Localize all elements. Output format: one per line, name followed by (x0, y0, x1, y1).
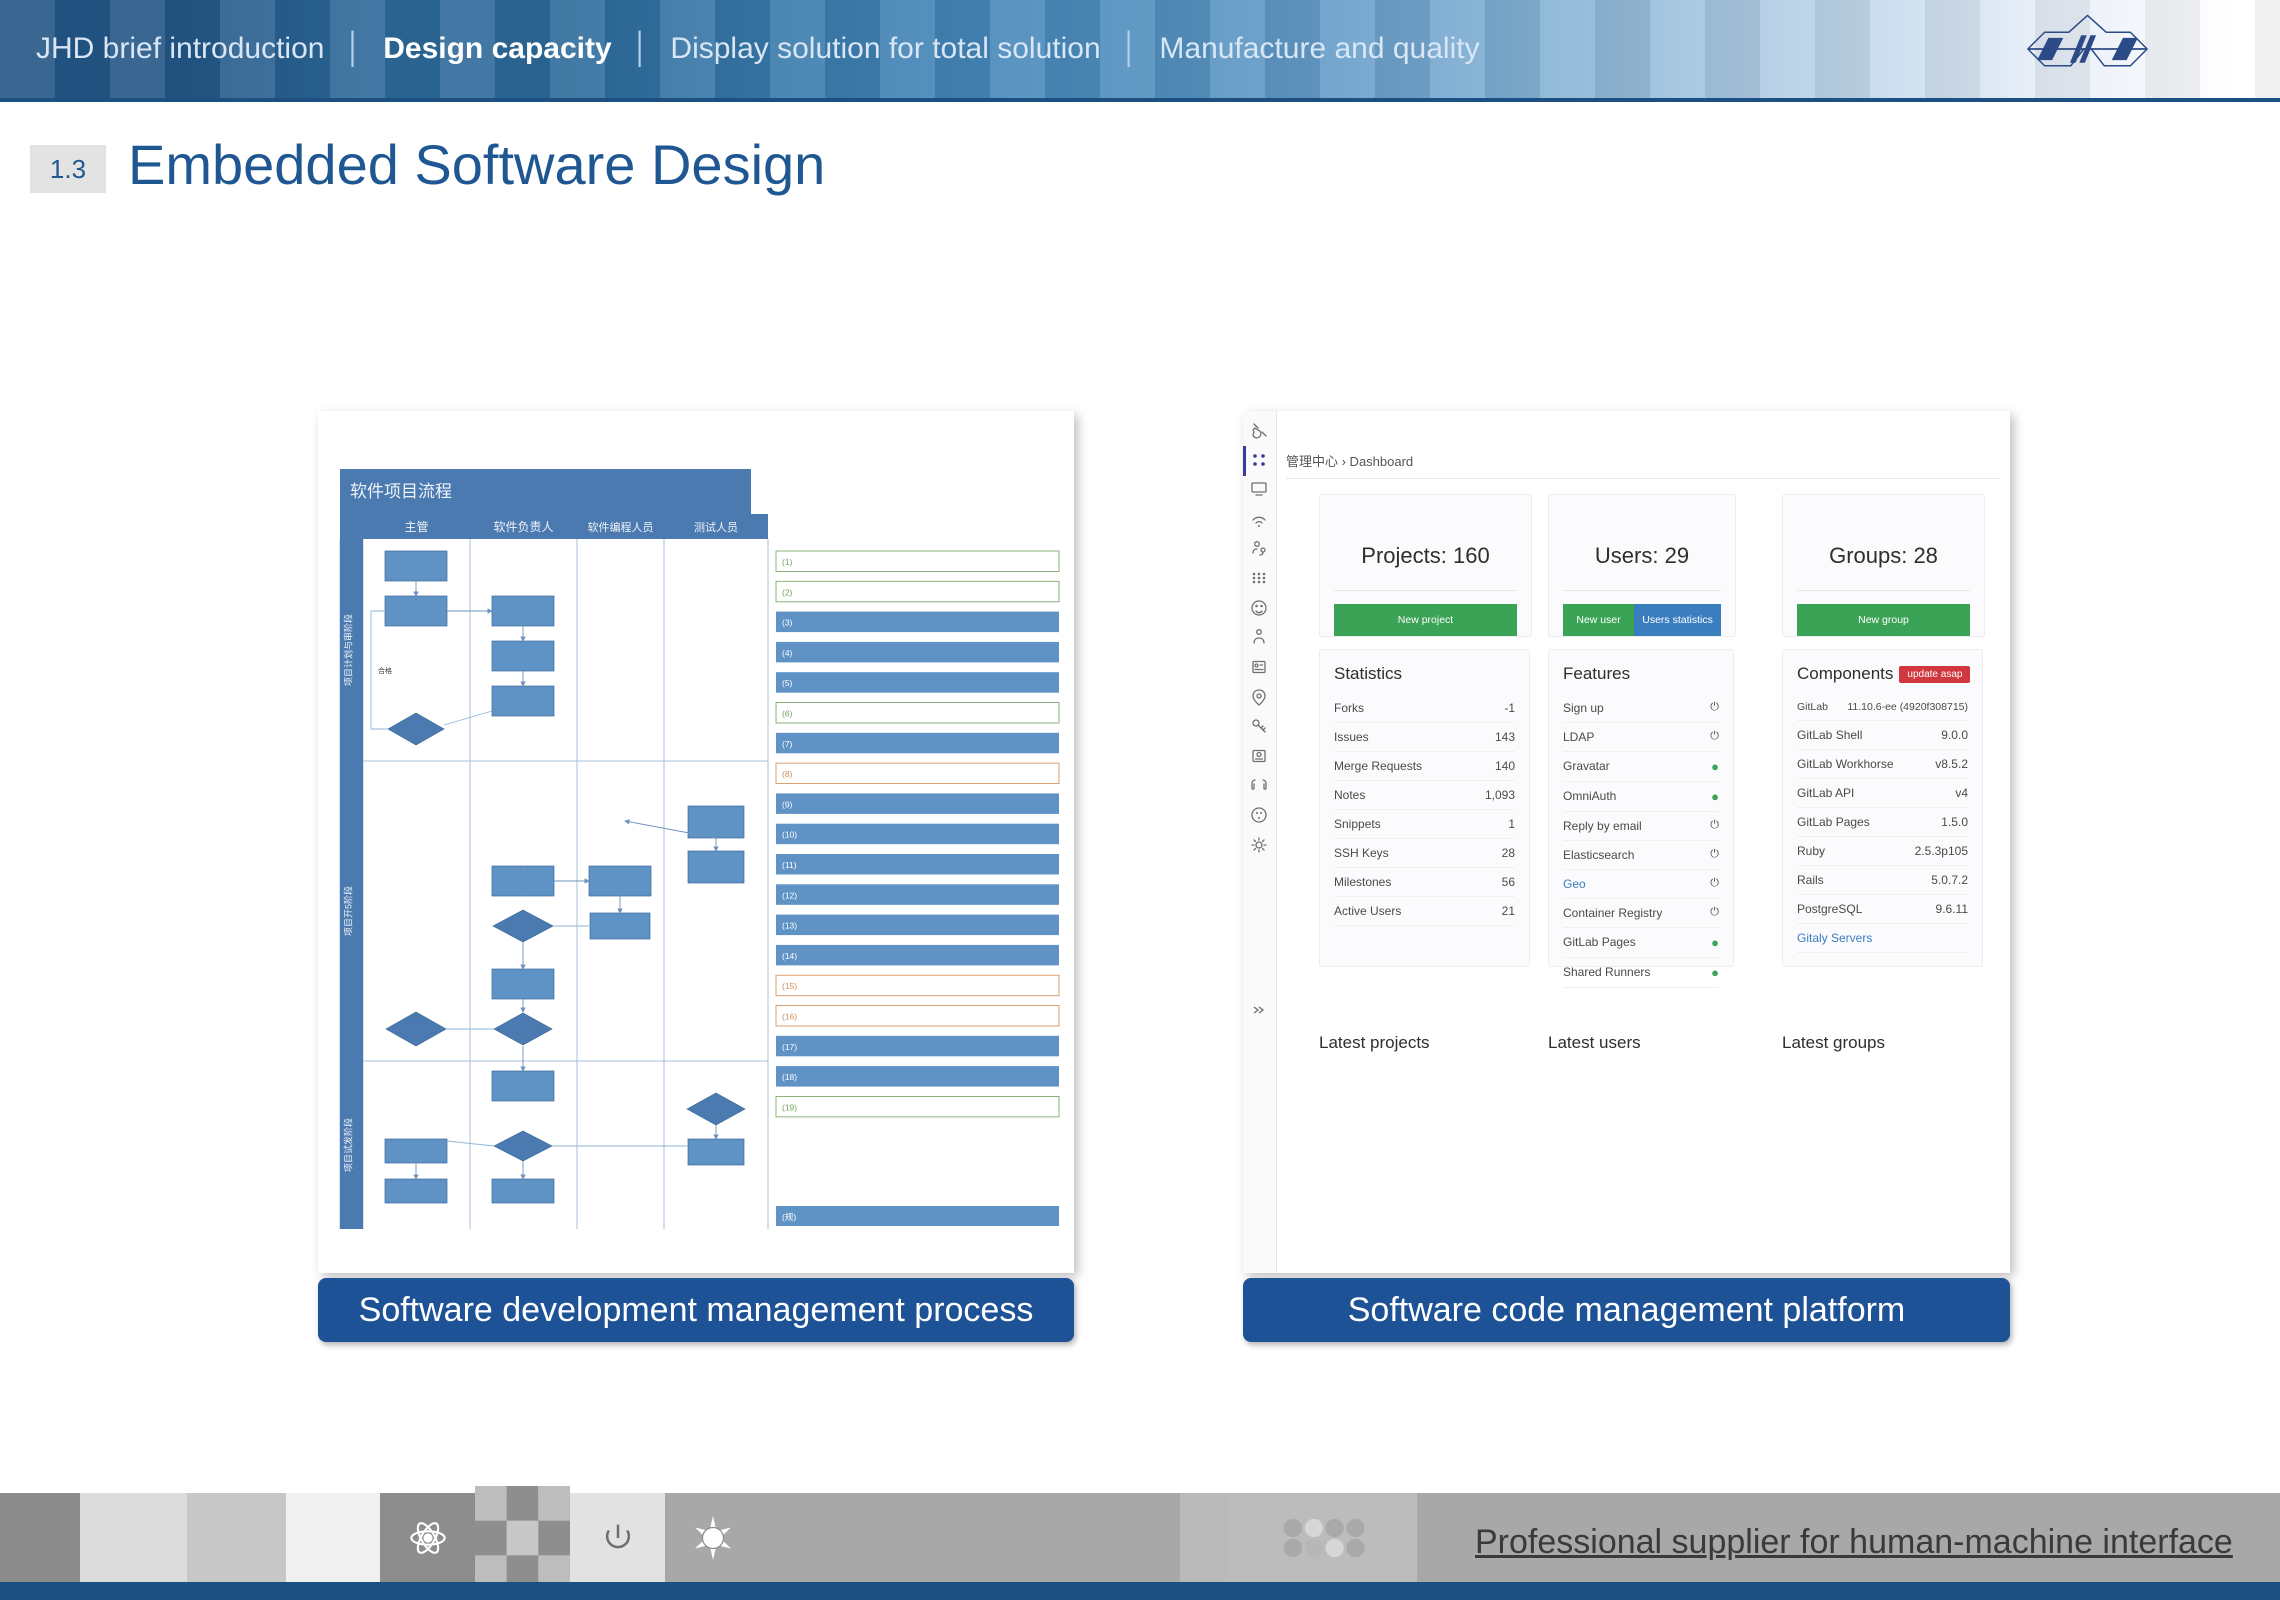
svg-text:(9): (9) (782, 799, 793, 809)
svg-text:(16): (16) (782, 1012, 797, 1022)
svg-text:(3): (3) (782, 618, 793, 628)
svg-text:(​规): (​规) (782, 1212, 796, 1222)
svg-text:(4): (4) (782, 648, 793, 658)
svg-text:(18): (18) (782, 1072, 797, 1082)
svg-text:(8): (8) (782, 769, 793, 779)
svg-text:(6): (6) (782, 709, 793, 719)
svg-text:(11): (11) (782, 860, 797, 870)
svg-text:项目开​​5阶段: 项目开​​5阶段 (343, 886, 354, 936)
svg-text:(13): (13) (782, 921, 797, 931)
svg-text:(15): (15) (782, 981, 797, 991)
svg-text:软件项目流程: 软件项目流程 (350, 482, 452, 501)
svg-text:(2): (2) (782, 587, 793, 597)
svg-text:软件编程人员: 软件编程人员 (588, 520, 654, 534)
svg-text:项目计划与审阶段: 项目计划与审阶段 (343, 614, 354, 686)
svg-text:测试人员: 测试人员 (694, 521, 738, 534)
svg-text:(14): (14) (782, 951, 797, 961)
svg-text:(19): (19) (782, 1102, 797, 1112)
svg-text:(10): (10) (782, 830, 797, 840)
svg-text:软件负责人: 软件负责人 (493, 520, 553, 534)
svg-text:合格: 合格 (378, 666, 392, 675)
svg-text:(5): (5) (782, 678, 793, 688)
svg-text:主管: 主管 (404, 519, 428, 534)
svg-text:项目试​发阶段: 项目试​发阶段 (343, 1118, 354, 1172)
svg-text:(1): (1) (782, 557, 793, 567)
svg-text:(7): (7) (782, 739, 793, 749)
svg-text:(17): (17) (782, 1042, 797, 1052)
svg-text:(12): (12) (782, 890, 797, 900)
